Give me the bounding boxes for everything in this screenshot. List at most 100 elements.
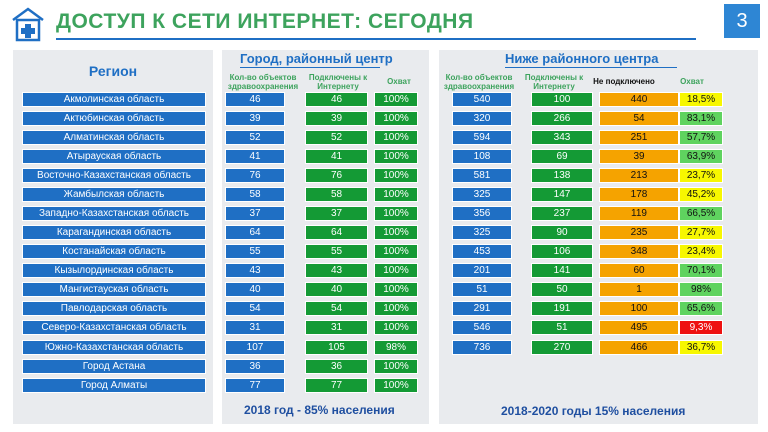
city-coverage-cell: 100% <box>374 92 418 107</box>
city-coverage-cell: 100% <box>374 168 418 183</box>
city-coverage-cell: 100% <box>374 378 418 393</box>
region-cell: Алматинская область <box>22 130 206 145</box>
city-col-coverage-header: Охват <box>387 77 411 86</box>
city-objects-cell: 58 <box>225 187 285 202</box>
region-cell: Город Астана <box>22 359 206 374</box>
city-connected-cell: 41 <box>305 149 368 164</box>
city-objects-cell: 41 <box>225 149 285 164</box>
below-connected-cell: 270 <box>531 340 593 355</box>
page-title: ДОСТУП К СЕТИ ИНТЕРНЕТ: СЕГОДНЯ <box>56 10 474 33</box>
city-connected-cell: 39 <box>305 111 368 126</box>
below-not-connected-cell: 39 <box>599 149 679 164</box>
below-connected-cell: 90 <box>531 225 593 240</box>
below-connected-cell: 237 <box>531 206 593 221</box>
below-objects-cell: 540 <box>452 92 512 107</box>
city-coverage-cell: 100% <box>374 282 418 297</box>
below-coverage-cell: 9,3% <box>679 320 723 335</box>
region-cell: Акмолинская область <box>22 92 206 107</box>
city-coverage-cell: 100% <box>374 244 418 259</box>
city-connected-cell: 105 <box>305 340 368 355</box>
below-objects-cell: 108 <box>452 149 512 164</box>
below-not-connected-cell: 466 <box>599 340 679 355</box>
city-coverage-cell: 100% <box>374 149 418 164</box>
city-coverage-cell: 100% <box>374 225 418 240</box>
city-connected-cell: 31 <box>305 320 368 335</box>
below-not-connected-cell: 178 <box>599 187 679 202</box>
region-cell: Карагандинская область <box>22 225 206 240</box>
below-coverage-cell: 23,7% <box>679 168 723 183</box>
below-coverage-cell: 18,5% <box>679 92 723 107</box>
page-number-badge: 3 <box>724 4 760 38</box>
below-col-objects-header: Кол-во объектов здравоохранения <box>443 73 515 91</box>
city-objects-cell: 39 <box>225 111 285 126</box>
city-col-objects-header: Кол-во объектов здравоохранения <box>227 73 299 91</box>
below-coverage-cell: 83,1% <box>679 111 723 126</box>
city-connected-cell: 77 <box>305 378 368 393</box>
city-objects-cell: 31 <box>225 320 285 335</box>
city-connected-cell: 36 <box>305 359 368 374</box>
city-objects-cell: 52 <box>225 130 285 145</box>
region-cell: Кызылординская область <box>22 263 206 278</box>
below-objects-cell: 201 <box>452 263 512 278</box>
below-objects-cell: 546 <box>452 320 512 335</box>
below-connected-cell: 100 <box>531 92 593 107</box>
below-not-connected-cell: 1 <box>599 282 679 297</box>
city-connected-cell: 55 <box>305 244 368 259</box>
below-connected-cell: 69 <box>531 149 593 164</box>
city-objects-cell: 36 <box>225 359 285 374</box>
below-connected-cell: 147 <box>531 187 593 202</box>
region-cell: Западно-Казахстанская область <box>22 206 206 221</box>
region-cell: Мангистауская область <box>22 282 206 297</box>
city-objects-cell: 37 <box>225 206 285 221</box>
below-coverage-cell: 36,7% <box>679 340 723 355</box>
city-objects-cell: 54 <box>225 301 285 316</box>
below-objects-cell: 736 <box>452 340 512 355</box>
city-coverage-cell: 100% <box>374 111 418 126</box>
below-not-connected-cell: 495 <box>599 320 679 335</box>
city-objects-cell: 76 <box>225 168 285 183</box>
below-objects-cell: 325 <box>452 187 512 202</box>
region-cell: Атырауская область <box>22 149 206 164</box>
below-coverage-cell: 45,2% <box>679 187 723 202</box>
below-objects-cell: 291 <box>452 301 512 316</box>
below-footer: 2018-2020 годы 15% населения <box>501 404 686 418</box>
below-not-connected-cell: 251 <box>599 130 679 145</box>
region-header: Регион <box>88 63 138 79</box>
below-objects-cell: 51 <box>452 282 512 297</box>
city-connected-cell: 46 <box>305 92 368 107</box>
below-not-connected-cell: 440 <box>599 92 679 107</box>
region-cell: Костанайская область <box>22 244 206 259</box>
city-objects-cell: 55 <box>225 244 285 259</box>
region-cell: Северо-Казахстанская область <box>22 320 206 335</box>
city-connected-cell: 64 <box>305 225 368 240</box>
city-coverage-cell: 100% <box>374 320 418 335</box>
region-cell: Жамбылская область <box>22 187 206 202</box>
below-objects-cell: 325 <box>452 225 512 240</box>
below-connected-cell: 50 <box>531 282 593 297</box>
below-objects-cell: 320 <box>452 111 512 126</box>
below-not-connected-cell: 235 <box>599 225 679 240</box>
region-cell: Южно-Казахстанская область <box>22 340 206 355</box>
below-not-connected-cell: 348 <box>599 244 679 259</box>
city-objects-cell: 40 <box>225 282 285 297</box>
city-objects-cell: 43 <box>225 263 285 278</box>
below-objects-cell: 594 <box>452 130 512 145</box>
city-col-connected-header: Подключены к Интернету <box>308 73 368 91</box>
city-objects-cell: 46 <box>225 92 285 107</box>
region-cell: Актюбинская область <box>22 111 206 126</box>
below-not-connected-cell: 213 <box>599 168 679 183</box>
below-coverage-cell: 98% <box>679 282 723 297</box>
below-connected-cell: 51 <box>531 320 593 335</box>
below-connected-cell: 191 <box>531 301 593 316</box>
title-underline <box>56 38 696 40</box>
city-coverage-cell: 98% <box>374 340 418 355</box>
city-coverage-cell: 100% <box>374 263 418 278</box>
below-objects-cell: 453 <box>452 244 512 259</box>
city-objects-cell: 77 <box>225 378 285 393</box>
region-cell: Город Алматы <box>22 378 206 393</box>
below-title-underline <box>505 67 677 68</box>
below-objects-cell: 356 <box>452 206 512 221</box>
below-coverage-cell: 63,9% <box>679 149 723 164</box>
city-coverage-cell: 100% <box>374 187 418 202</box>
city-title-underline <box>240 67 380 68</box>
